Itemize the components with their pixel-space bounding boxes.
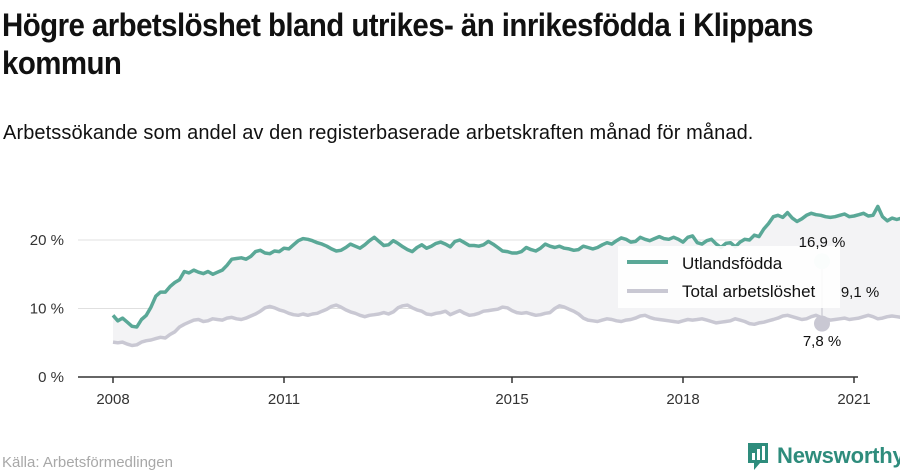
source-note: Källa: Arbetsförmedlingen <box>2 454 173 471</box>
x-axis-ticks: 2008 2011 2015 2018 2021 <box>96 377 871 408</box>
end-label-native: 7,8 % <box>803 333 841 350</box>
x-tick-label: 2011 <box>268 391 300 408</box>
legend-label-foreign: Utlandsfödda <box>682 254 783 273</box>
y-tick-label: 10 % <box>30 301 64 318</box>
brand-logo[interactable]: Newsworthy <box>746 440 900 472</box>
y-tick-label: 0 % <box>38 369 64 386</box>
end-marker-native <box>814 315 830 332</box>
series-line-total <box>112 303 900 348</box>
end-labels: 16,9 % 9,1 % 7,8 % <box>799 234 880 350</box>
legend-label-total: Total arbetslöshet <box>682 282 816 301</box>
legend: Utlandsfödda Total arbetslöshet <box>618 246 840 308</box>
series-line-foreign <box>111 204 900 329</box>
line-chart: 2008 2011 2015 2018 2021 0 % 10 % 20 % Utlands… <box>30 204 900 408</box>
legend-background <box>618 246 840 308</box>
end-label-total: 9,1 % <box>841 284 879 301</box>
x-tick-label: 2015 <box>495 391 528 408</box>
y-axis-ticks: 0 % 10 % 20 % <box>30 232 64 386</box>
series-lines <box>111 204 900 348</box>
end-label-foreign: 16,9 % <box>799 234 846 251</box>
x-tick-label: 2018 <box>666 391 699 408</box>
x-tick-label: 2008 <box>96 391 129 408</box>
brand-name: Newsworthy <box>777 443 900 468</box>
y-tick-label: 20 % <box>30 232 64 249</box>
chart-subtitle: Arbetssökande som andel av den registerb… <box>3 122 754 144</box>
x-tick-label: 2021 <box>837 391 870 408</box>
newsworthy-logo-icon <box>748 443 768 470</box>
chart-title: Högre arbetslöshet bland utrikes- än inr… <box>2 7 814 81</box>
